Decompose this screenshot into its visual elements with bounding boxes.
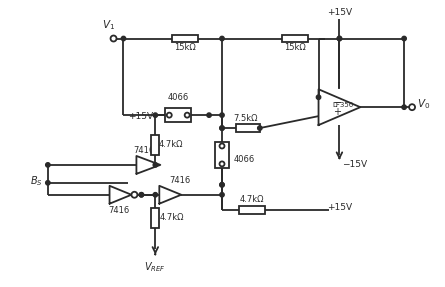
Circle shape <box>139 193 144 197</box>
Text: 7416: 7416 <box>108 206 129 215</box>
Circle shape <box>207 113 211 117</box>
Circle shape <box>219 144 224 148</box>
Circle shape <box>402 36 406 41</box>
Bar <box>151 208 159 228</box>
Circle shape <box>46 163 50 167</box>
Text: +: + <box>333 107 341 117</box>
Circle shape <box>121 36 125 41</box>
Circle shape <box>220 193 224 197</box>
Text: 4.7kΩ: 4.7kΩ <box>239 195 264 204</box>
Bar <box>165 108 191 122</box>
Circle shape <box>153 193 158 197</box>
Text: 15kΩ: 15kΩ <box>284 43 306 52</box>
Circle shape <box>153 163 158 167</box>
Text: $V_1$: $V_1$ <box>102 19 115 32</box>
Circle shape <box>220 126 224 130</box>
Text: LF356: LF356 <box>333 102 354 108</box>
Text: +15V: +15V <box>327 8 352 17</box>
Text: 4066: 4066 <box>168 93 189 102</box>
Text: 7416: 7416 <box>134 146 155 156</box>
Bar <box>151 135 159 155</box>
Text: 4.7kΩ: 4.7kΩ <box>160 213 185 222</box>
Circle shape <box>131 192 138 198</box>
Circle shape <box>153 113 158 117</box>
Circle shape <box>409 104 415 110</box>
Circle shape <box>316 95 321 99</box>
Text: 7416: 7416 <box>170 176 191 185</box>
Bar <box>239 206 265 214</box>
Text: 4.7kΩ: 4.7kΩ <box>159 141 183 150</box>
Circle shape <box>258 126 262 130</box>
Circle shape <box>220 183 224 187</box>
Text: −: − <box>333 98 342 108</box>
Text: +15V: +15V <box>327 203 352 212</box>
Text: $B_S$: $B_S$ <box>29 174 42 188</box>
Circle shape <box>337 36 342 41</box>
Bar <box>282 34 307 42</box>
Circle shape <box>337 36 342 41</box>
Text: 15kΩ: 15kΩ <box>174 43 196 52</box>
Text: 4066: 4066 <box>233 156 255 164</box>
Circle shape <box>46 181 50 185</box>
Text: +15V: +15V <box>128 112 153 121</box>
Text: $V_{REF}$: $V_{REF}$ <box>145 261 166 274</box>
Bar <box>215 142 229 168</box>
Circle shape <box>167 113 172 118</box>
Bar <box>236 124 260 132</box>
Circle shape <box>220 36 224 41</box>
Text: $V_0$: $V_0$ <box>417 97 431 111</box>
Circle shape <box>220 113 224 117</box>
Circle shape <box>402 105 406 109</box>
Text: −15V: −15V <box>342 160 367 169</box>
Circle shape <box>220 126 224 130</box>
Circle shape <box>110 36 117 42</box>
Circle shape <box>185 113 190 118</box>
Bar <box>172 34 198 42</box>
Circle shape <box>219 161 224 166</box>
Circle shape <box>220 183 224 187</box>
Circle shape <box>139 193 144 197</box>
Text: 7.5kΩ: 7.5kΩ <box>234 114 258 123</box>
